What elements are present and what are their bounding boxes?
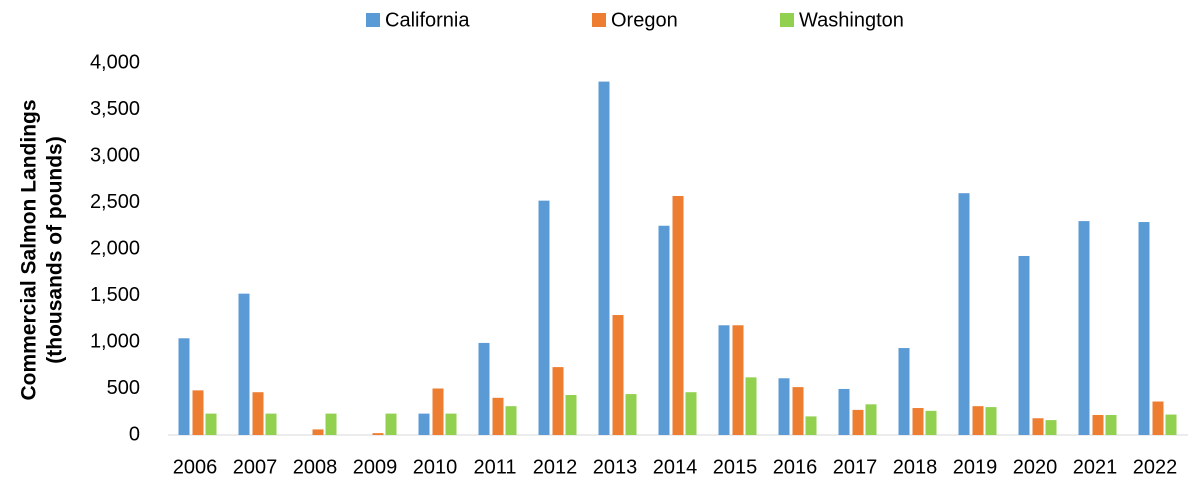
bar [1045,420,1057,435]
y-axis-title-line: Commercial Salmon Landings [18,99,41,400]
bar [265,413,277,435]
bar [238,293,250,435]
y-tick-label: 2,000 [90,237,140,259]
legend-swatch [780,13,794,27]
legend-swatch [366,13,380,27]
x-tick-label: 2015 [713,456,758,478]
bar [598,81,610,435]
y-axis-title: Commercial Salmon Landings (thousands of… [18,99,67,400]
x-tick-label: 2009 [353,456,398,478]
bar [1092,415,1104,435]
bar [192,390,204,435]
x-tick-label: 2008 [293,456,338,478]
bar [745,377,757,435]
bar [958,193,970,435]
bar [1138,222,1150,435]
bar [252,392,264,435]
bar [912,408,924,435]
x-tick-label: 2007 [233,456,278,478]
bar [1152,401,1164,435]
bar [1032,418,1044,435]
x-tick-label: 2022 [1133,456,1178,478]
bar [538,200,550,435]
bar [625,394,637,435]
bar [178,338,190,435]
x-tick-label: 2014 [653,456,698,478]
bar [838,388,850,435]
x-tick-label: 2018 [893,456,938,478]
bar [972,406,984,435]
legend-label: Washington [799,9,904,31]
bar [418,413,430,435]
y-tick-label: 0 [129,423,140,445]
bar [1018,255,1030,435]
y-tick-label: 3,500 [90,98,140,120]
bar [385,413,397,435]
x-tick-label: 2017 [833,456,878,478]
x-tick-label: 2006 [173,456,218,478]
bar [658,225,670,435]
legend-label: California [385,9,470,31]
bar [985,407,997,435]
x-tick-label: 2012 [533,456,578,478]
bar [1165,414,1177,435]
x-tick-label: 2021 [1073,456,1118,478]
x-tick-label: 2019 [953,456,998,478]
bar [925,410,937,435]
y-tick-label: 4,000 [90,51,140,73]
bar [478,342,490,435]
bar [898,348,910,435]
bar [792,387,804,435]
bar [718,325,730,435]
y-tick-label: 3,000 [90,144,140,166]
bar [1105,415,1117,435]
bar [732,325,744,435]
bar [492,397,504,435]
bar [805,416,817,435]
bar [432,388,444,435]
bar [445,413,457,435]
bar [312,429,324,435]
bar [1078,221,1090,435]
bar [505,406,517,435]
legend-label: Oregon [611,9,678,31]
y-tick-label: 1,000 [90,330,140,352]
y-tick-label: 2,500 [90,191,140,213]
y-tick-label: 500 [107,377,140,399]
x-tick-label: 2016 [773,456,818,478]
y-tick-label: 1,500 [90,284,140,306]
bar [325,413,337,435]
bar [865,404,877,435]
bar [778,378,790,435]
bar [552,367,564,435]
y-axis-title-line: (thousands of pounds) [44,136,67,363]
bar [685,392,697,435]
x-tick-label: 2020 [1013,456,1058,478]
bar [852,409,864,435]
bar [672,195,684,435]
bar [205,413,217,435]
bar [372,433,384,435]
x-tick-label: 2013 [593,456,638,478]
legend-swatch [592,13,606,27]
bar [565,395,577,435]
bar [612,315,624,435]
x-tick-label: 2011 [473,456,516,478]
x-tick-label: 2010 [413,456,458,478]
